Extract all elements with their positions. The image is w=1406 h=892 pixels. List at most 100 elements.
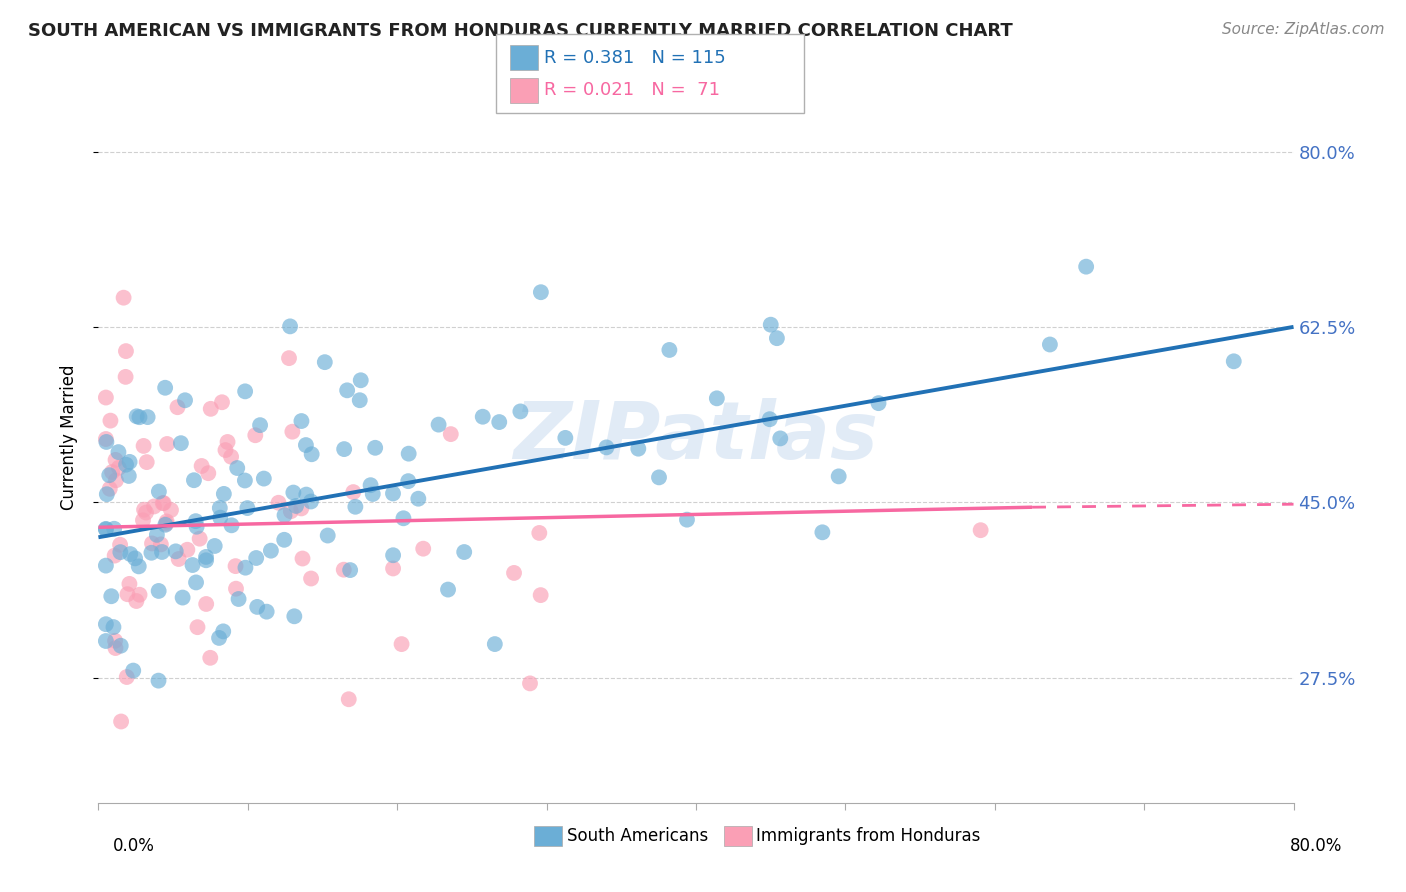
Point <box>233 384 256 399</box>
Point <box>176 542 198 557</box>
Point <box>530 285 553 300</box>
Point <box>148 583 170 598</box>
Point <box>1223 354 1246 368</box>
Point <box>190 458 212 473</box>
Point <box>146 528 169 542</box>
Point <box>167 552 190 566</box>
Point <box>246 599 269 614</box>
Point <box>301 447 323 461</box>
Point <box>364 441 387 455</box>
Point <box>174 393 197 408</box>
Point <box>135 455 157 469</box>
Point <box>408 491 430 506</box>
Point <box>391 637 413 651</box>
Point <box>273 508 295 523</box>
Point <box>530 588 553 602</box>
Point <box>153 381 176 395</box>
Point <box>440 427 463 442</box>
Point <box>148 484 170 499</box>
Point <box>214 443 236 458</box>
Point <box>658 343 681 357</box>
Point <box>295 487 318 501</box>
Point <box>94 617 117 632</box>
Point <box>136 410 159 425</box>
Point <box>186 620 208 634</box>
Point <box>132 439 155 453</box>
Point <box>197 466 219 480</box>
Point <box>112 291 135 305</box>
Point <box>235 560 257 574</box>
Point <box>245 428 267 442</box>
Point <box>333 442 356 456</box>
Point <box>278 319 301 334</box>
Point <box>160 503 183 517</box>
Point <box>94 634 117 648</box>
Point <box>152 496 174 510</box>
Point <box>396 474 419 488</box>
Point <box>281 425 304 439</box>
Point <box>103 522 125 536</box>
Point <box>554 431 576 445</box>
Point <box>314 355 336 369</box>
Point <box>225 559 247 574</box>
Text: South Americans: South Americans <box>567 827 707 845</box>
Point <box>392 511 415 525</box>
Point <box>104 549 127 563</box>
Point <box>115 458 138 472</box>
Point <box>278 351 301 365</box>
Point <box>195 549 218 564</box>
Point <box>488 415 510 429</box>
Point <box>170 436 193 450</box>
Point <box>283 609 305 624</box>
Point <box>360 478 382 492</box>
Point <box>280 504 302 518</box>
Point <box>195 597 218 611</box>
Point <box>253 472 276 486</box>
Point <box>758 412 780 426</box>
Point <box>94 432 117 446</box>
Text: Immigrants from Honduras: Immigrants from Honduras <box>756 827 981 845</box>
Point <box>156 515 179 529</box>
Point <box>118 469 141 483</box>
Point <box>118 455 141 469</box>
Point <box>1039 337 1062 351</box>
Point <box>103 620 125 634</box>
Point <box>208 500 231 515</box>
Point <box>290 414 312 428</box>
Point <box>236 501 259 516</box>
Point <box>200 650 222 665</box>
Point <box>648 470 671 484</box>
Point <box>706 392 728 406</box>
Point <box>361 487 384 501</box>
Point <box>204 539 226 553</box>
Point <box>118 577 141 591</box>
Point <box>98 468 121 483</box>
Point <box>217 434 239 449</box>
Point <box>104 453 127 467</box>
Point <box>427 417 450 432</box>
Point <box>94 522 117 536</box>
Point <box>332 563 354 577</box>
Point <box>295 438 318 452</box>
Point <box>212 624 235 639</box>
Point <box>766 331 789 345</box>
Point <box>484 637 506 651</box>
Point <box>181 558 204 572</box>
Point <box>228 592 250 607</box>
Point <box>212 487 235 501</box>
Point <box>529 525 551 540</box>
Point <box>267 496 290 510</box>
Point <box>148 673 170 688</box>
Point <box>125 409 148 424</box>
Point <box>291 551 314 566</box>
Point <box>316 528 339 542</box>
Point <box>828 469 851 483</box>
Point <box>208 631 231 645</box>
Text: SOUTH AMERICAN VS IMMIGRANTS FROM HONDURAS CURRENTLY MARRIED CORRELATION CHART: SOUTH AMERICAN VS IMMIGRANTS FROM HONDUR… <box>28 22 1012 40</box>
Point <box>143 500 166 514</box>
Point <box>868 396 890 410</box>
Point <box>350 373 373 387</box>
Point <box>349 393 371 408</box>
Point <box>104 633 127 648</box>
Point <box>156 437 179 451</box>
